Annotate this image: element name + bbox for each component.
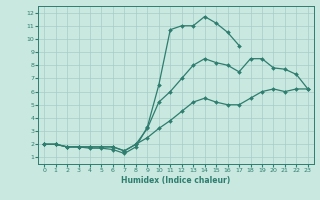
X-axis label: Humidex (Indice chaleur): Humidex (Indice chaleur) bbox=[121, 176, 231, 185]
